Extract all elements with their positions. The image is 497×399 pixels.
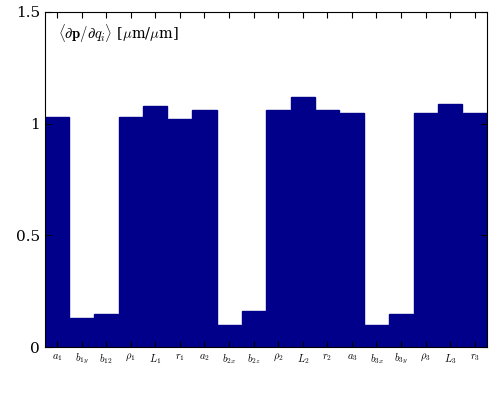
Bar bbox=[119, 117, 143, 347]
Bar bbox=[315, 110, 339, 347]
Bar bbox=[242, 311, 266, 347]
Bar bbox=[389, 314, 413, 347]
Bar bbox=[438, 104, 462, 347]
Bar bbox=[45, 117, 69, 347]
Text: $\langle\partial\mathbf{p}/\partial q_i\rangle$ [$\mu$m/$\mu$m]: $\langle\partial\mathbf{p}/\partial q_i\… bbox=[58, 22, 179, 45]
Bar bbox=[364, 325, 389, 347]
Bar bbox=[217, 325, 241, 347]
Bar bbox=[340, 113, 364, 347]
Bar bbox=[266, 110, 290, 347]
Bar bbox=[94, 314, 118, 347]
Bar bbox=[291, 97, 315, 347]
Bar bbox=[192, 110, 217, 347]
Bar bbox=[168, 119, 192, 347]
Bar bbox=[414, 113, 438, 347]
Bar bbox=[70, 318, 93, 347]
Bar bbox=[143, 106, 167, 347]
Bar bbox=[463, 113, 487, 347]
